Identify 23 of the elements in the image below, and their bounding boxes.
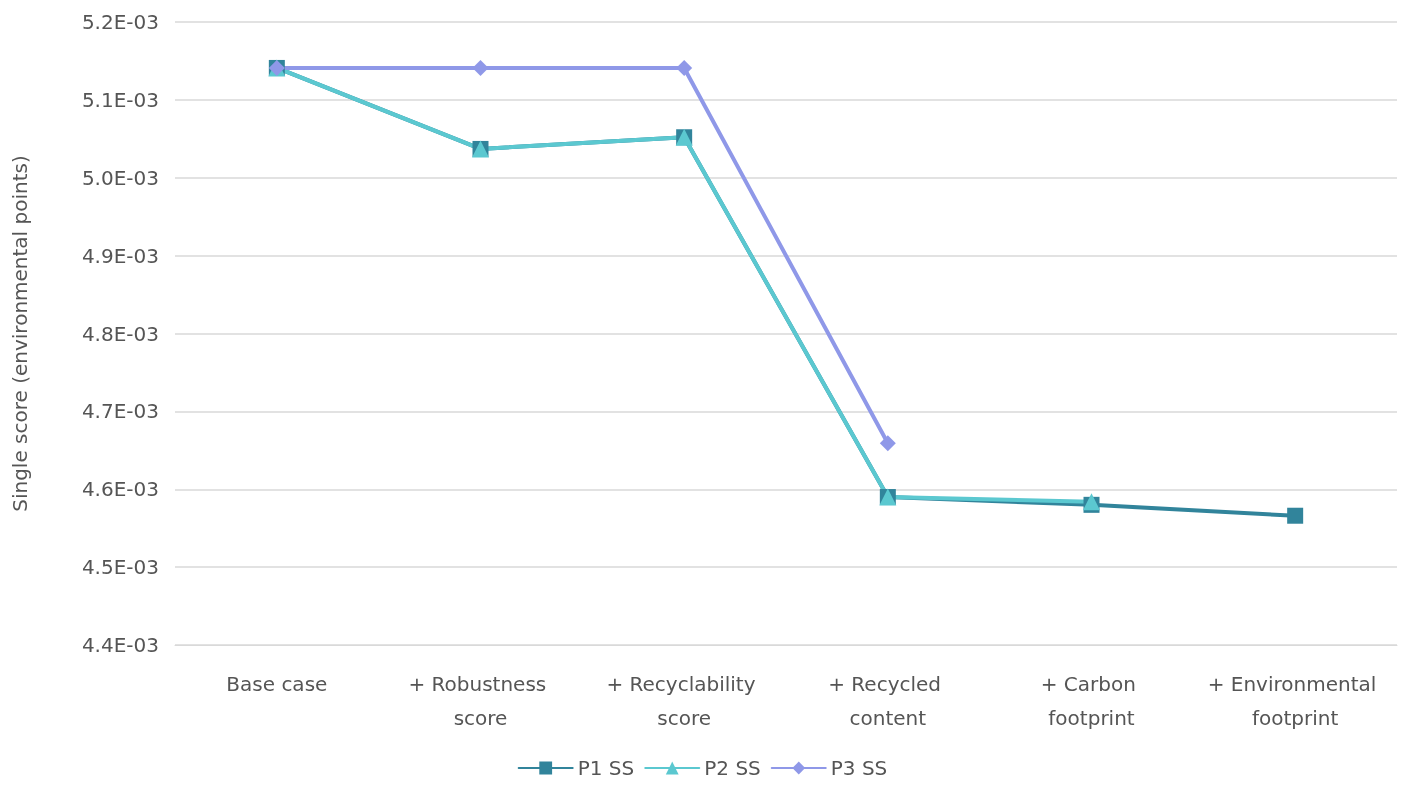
point [676, 59, 693, 76]
legend-label: P1 SS [577, 756, 635, 780]
x-tick-label: + Robustness score [408, 672, 553, 730]
x-tick-label: Base case [226, 672, 328, 696]
y-tick-label: 4.8E-03 [81, 321, 159, 346]
legend-label: P3 SS [830, 756, 888, 780]
legend-label: P2 SS [704, 756, 761, 780]
y-tick-label: 5.1E-03 [81, 87, 159, 112]
y-tick-label: 5.0E-03 [81, 165, 159, 190]
point [879, 435, 896, 452]
point [472, 59, 489, 76]
x-tick-label: + Carbon footprint [1040, 672, 1143, 730]
y-axis-title: Single score (environmental points) [8, 155, 32, 512]
y-tick-label: 4.7E-03 [81, 399, 159, 424]
y-tick-label: 4.9E-03 [81, 243, 159, 268]
y-tick-label: 5.2E-03 [81, 10, 159, 34]
x-tick-label: + Recyclability score [606, 672, 762, 730]
x-tick-label: + Environmental footprint [1207, 672, 1383, 730]
y-tick-label: 4.6E-03 [81, 477, 159, 502]
y-tick-label: 4.5E-03 [81, 555, 159, 580]
y-tick-label: 4.4E-03 [81, 633, 159, 657]
x-tick-label: + Recycled content [828, 672, 948, 730]
point [1287, 507, 1304, 524]
